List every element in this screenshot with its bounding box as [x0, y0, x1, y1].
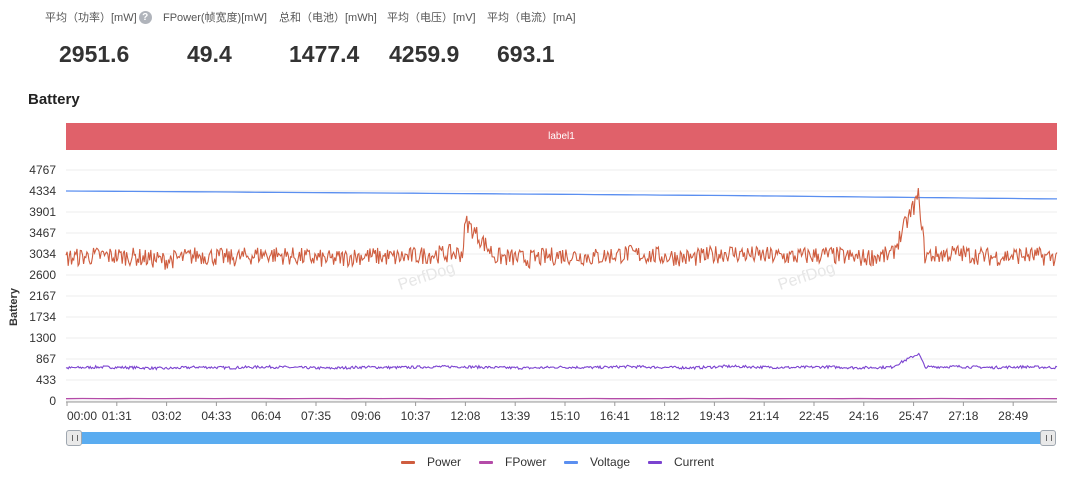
slider-track[interactable] [72, 432, 1050, 444]
x-tick-label: 07:35 [301, 409, 331, 423]
stat-value: 693.1 [497, 41, 555, 67]
x-tick-label: 04:33 [201, 409, 231, 423]
x-tick-label: 18:12 [650, 409, 680, 423]
stat-value: 2951.6 [59, 41, 130, 67]
x-tick-label: 24:16 [849, 409, 879, 423]
stat-label: 平均（功率）[mW] [45, 12, 137, 24]
stat-label: 平均（电流）[mA] [487, 12, 576, 24]
x-tick-label: 22:45 [799, 409, 829, 423]
stat-avg-power: 平均（功率）[mW]? 2951.6 [45, 9, 152, 67]
grid-lines [66, 169, 1057, 403]
legend-swatch [564, 460, 578, 464]
x-axis-ticks: 00:00 01:31 03:02 04:33 06:04 07:35 09:06 10:37… [66, 402, 1029, 423]
x-tick-label: 09:06 [351, 409, 381, 423]
help-icon[interactable]: ? [138, 10, 152, 24]
legend: Power FPower Voltage Current [0, 455, 1080, 471]
slider-handle-left[interactable] [66, 430, 82, 446]
y-tick-label: 433 [36, 373, 56, 387]
y-tick-label: 0 [49, 394, 56, 408]
x-tick-label: 10:37 [401, 409, 431, 423]
series-line-current [65, 352, 1058, 371]
y-tick-label: 867 [36, 352, 56, 366]
stat-avg-current: 平均（电流）[mA] 693.1 [487, 9, 576, 67]
stat-battery-sum: 总和（电池）[mWh] 1477.4 [279, 9, 377, 67]
y-tick-label: 2600 [29, 268, 56, 282]
y-axis-label: Battery [8, 287, 20, 326]
watermark-text: PerfDog [396, 259, 457, 293]
legend-swatch [648, 460, 662, 464]
legend-item-power[interactable]: Power [401, 455, 461, 469]
label-band[interactable]: label1 [66, 123, 1057, 150]
slider-handle-right[interactable] [1040, 430, 1056, 446]
stat-label: 平均（电压）[mV] [387, 12, 476, 24]
stat-label: FPower(帧宽度)[mW] [163, 12, 267, 24]
legend-item-voltage[interactable]: Voltage [564, 455, 630, 469]
y-tick-label: 1734 [29, 310, 56, 324]
y-tick-label: 4767 [29, 163, 56, 177]
stat-avg-voltage: 平均（电压）[mV] 4259.9 [387, 9, 476, 67]
legend-swatch [479, 460, 493, 464]
y-tick-label: 4334 [29, 184, 56, 198]
x-tick-label: 01:31 [102, 409, 132, 423]
watermark-text: PerfDog [776, 259, 837, 293]
legend-label: Current [674, 455, 715, 469]
y-tick-label: 2167 [29, 289, 56, 303]
x-tick-label: 06:04 [251, 409, 281, 423]
legend-label: Power [427, 455, 462, 469]
y-tick-label: 3901 [29, 205, 56, 219]
x-tick-label: 15:10 [550, 409, 580, 423]
y-tick-label: 3467 [29, 226, 56, 240]
zoom-slider[interactable] [66, 430, 1056, 446]
series-line-voltage [65, 190, 1058, 200]
stat-label: 总和（电池）[mWh] [279, 12, 377, 24]
x-tick-label: 16:41 [600, 409, 630, 423]
y-tick-label: 3034 [29, 247, 56, 261]
series-line-power [65, 187, 1058, 270]
stat-fpower: FPower(帧宽度)[mW] 49.4 [163, 9, 267, 67]
stat-value: 4259.9 [389, 41, 460, 67]
legend-swatch [401, 460, 415, 464]
stat-value: 1477.4 [289, 41, 360, 67]
stats-bar: 平均（功率）[mW]? 2951.6 FPower(帧宽度)[mW] 49.4 … [0, 0, 1080, 80]
x-tick-label: 00:00 [67, 409, 97, 423]
legend-item-current[interactable]: Current [648, 455, 714, 469]
x-tick-label: 25:47 [899, 409, 929, 423]
series-lines [65, 187, 1058, 400]
x-tick-label: 28:49 [998, 409, 1028, 423]
x-tick-label: 12:08 [450, 409, 480, 423]
x-tick-label: 19:43 [699, 409, 729, 423]
legend-item-fpower[interactable]: FPower [479, 455, 546, 469]
stat-value: 49.4 [187, 41, 232, 67]
section-title: Battery [28, 91, 80, 108]
y-tick-label: 1300 [29, 331, 56, 345]
x-tick-label: 21:14 [749, 409, 779, 423]
y-axis-ticks: 0 433 867 1300 1734 2167 2600 3034 3467 3901 4334 4… [29, 163, 56, 408]
legend-label: Voltage [590, 455, 631, 469]
x-tick-label: 03:02 [152, 409, 182, 423]
x-tick-label: 27:18 [948, 409, 978, 423]
legend-label: FPower [505, 455, 547, 469]
x-tick-label: 13:39 [500, 409, 530, 423]
